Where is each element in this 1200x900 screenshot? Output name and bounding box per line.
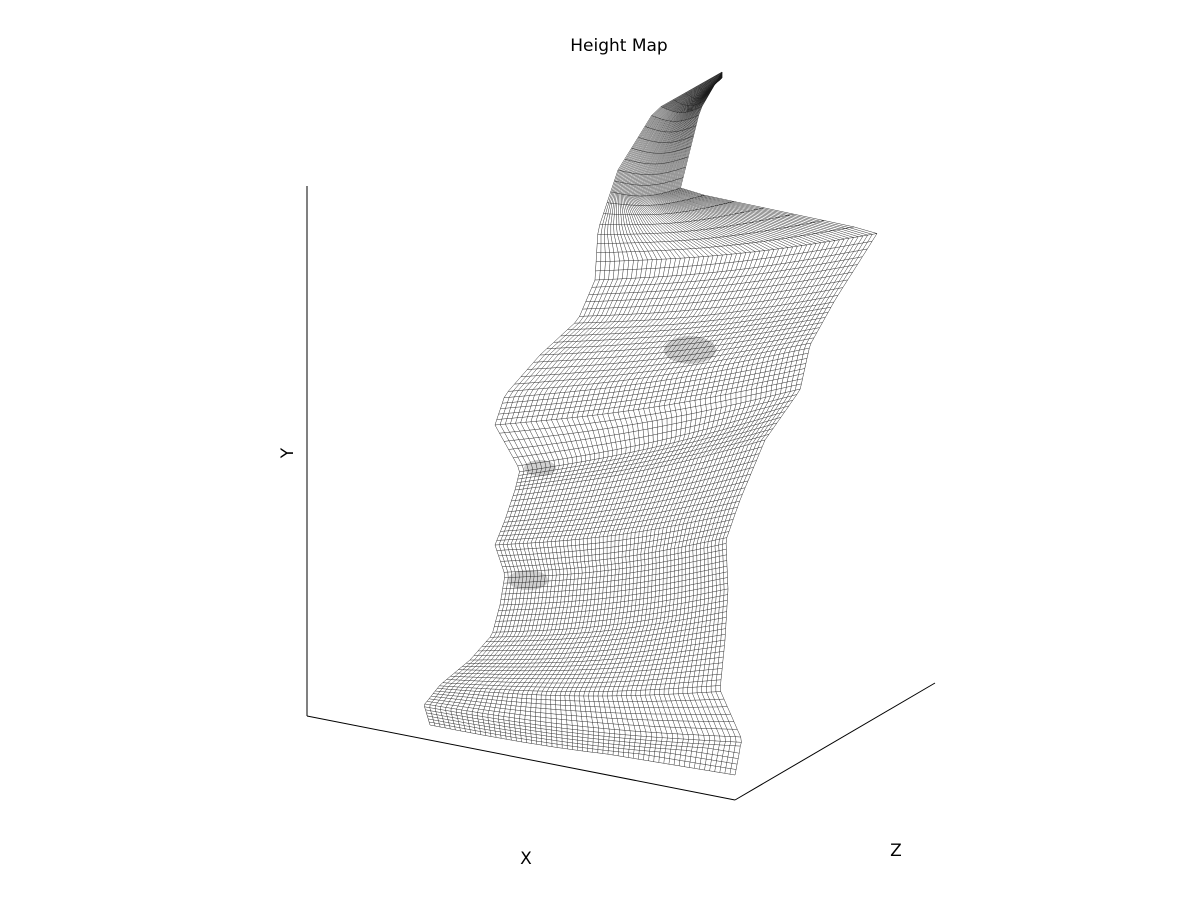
z-axis-line <box>734 682 936 801</box>
x-axis-line <box>306 715 736 801</box>
surface-column-lines <box>424 71 878 776</box>
mouth-shading <box>508 570 548 590</box>
z-axis-label: Z <box>890 841 902 861</box>
axes-box <box>306 186 936 801</box>
chart-title: Height Map <box>570 36 667 56</box>
y-axis-label: Y <box>278 447 298 459</box>
eye-shading <box>664 336 716 364</box>
face-surface <box>424 71 878 776</box>
x-axis-label: X <box>520 849 532 869</box>
nostril-shading <box>524 460 556 476</box>
surface-row-lines <box>424 72 878 776</box>
